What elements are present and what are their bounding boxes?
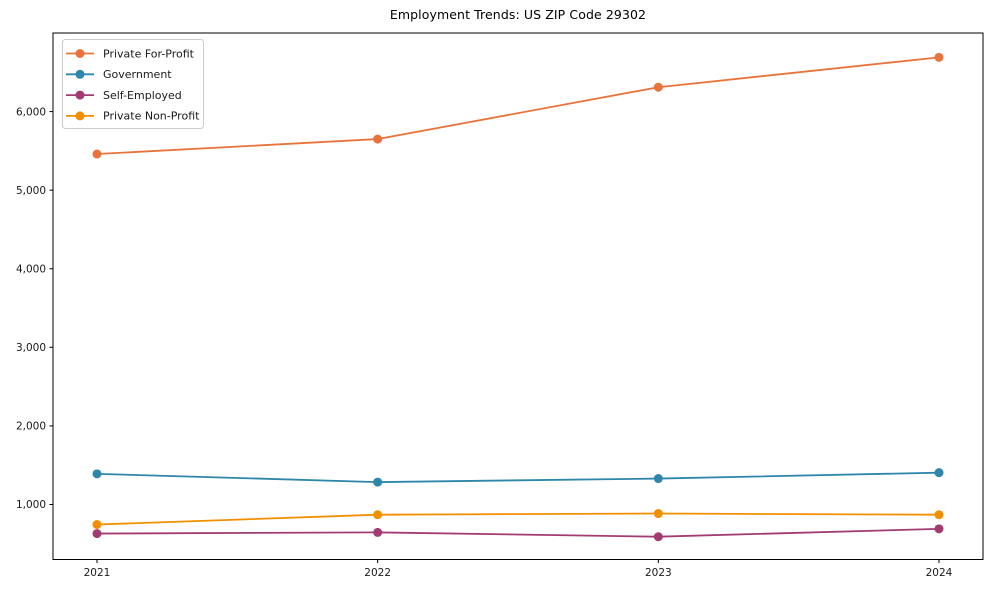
legend-label: Private Non-Profit xyxy=(103,110,200,123)
y-tick-label: 6,000 xyxy=(16,106,46,118)
data-point-private-for-profit xyxy=(92,149,102,159)
data-point-private-for-profit xyxy=(373,134,383,144)
data-point-self-employed xyxy=(373,527,383,537)
y-tick-label: 2,000 xyxy=(16,421,46,433)
legend-item-self-employed: Self-Employed xyxy=(66,89,182,102)
y-tick-label: 1,000 xyxy=(16,499,46,511)
data-point-government xyxy=(373,477,383,487)
x-tick-label: 2022 xyxy=(364,567,391,579)
data-point-self-employed xyxy=(934,524,944,534)
chart-title: Employment Trends: US ZIP Code 29302 xyxy=(389,7,647,22)
legend: Private For-Profit Government Self-Employe… xyxy=(62,39,204,129)
legend-marker xyxy=(75,69,85,79)
x-tick-label: 2024 xyxy=(926,567,953,579)
legend-item-private-non-profit: Private Non-Profit xyxy=(66,110,200,123)
legend-label: Self-Employed xyxy=(103,89,182,102)
data-point-self-employed xyxy=(92,529,102,539)
x-tick-label: 2021 xyxy=(84,567,111,579)
data-point-private-for-profit xyxy=(934,52,944,62)
legend-item-government: Government xyxy=(66,68,172,81)
data-point-self-employed xyxy=(653,532,663,542)
data-point-private-non-profit xyxy=(373,510,383,520)
legend-item-private-for-profit: Private For-Profit xyxy=(66,47,195,60)
series-line-self-employed xyxy=(96,527,940,538)
data-point-private-for-profit xyxy=(653,82,663,92)
legend-marker xyxy=(75,111,85,121)
data-point-government xyxy=(934,468,944,478)
data-point-government xyxy=(92,469,102,479)
data-point-private-non-profit xyxy=(653,509,663,519)
series-line-government xyxy=(96,471,940,483)
plot-border xyxy=(52,32,984,560)
data-point-private-non-profit xyxy=(92,520,102,530)
legend-label: Private For-Profit xyxy=(103,47,195,60)
legend-marker xyxy=(75,90,85,100)
data-point-private-non-profit xyxy=(934,510,944,520)
y-tick-label: 5,000 xyxy=(16,185,46,197)
legend-marker xyxy=(75,49,85,58)
series-line-private-for-profit xyxy=(96,56,940,155)
data-point-government xyxy=(653,474,663,484)
y-tick-label: 3,000 xyxy=(16,342,46,354)
series-line-private-non-profit xyxy=(96,512,940,526)
legend-label: Government xyxy=(103,68,172,81)
y-tick-label: 4,000 xyxy=(16,263,46,275)
x-tick-label: 2023 xyxy=(645,567,672,579)
legend-box xyxy=(62,39,204,129)
